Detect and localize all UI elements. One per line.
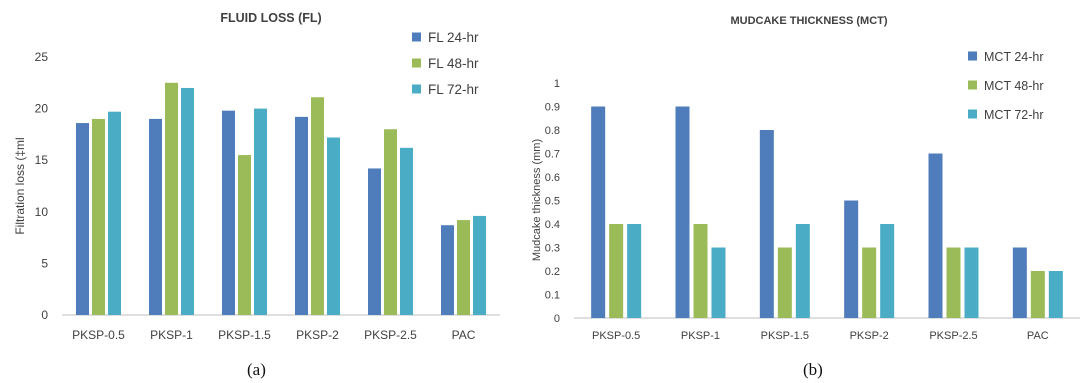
chart-title-b: MUDCAKE THICKNESS (MCT) (730, 15, 887, 27)
legend-label: MCT 48-hr (984, 79, 1044, 93)
y-tick-label: 0.9 (545, 102, 560, 114)
y-tick-label: 0.1 (545, 290, 560, 302)
bar (777, 247, 792, 318)
y-tick-label: 0.5 (545, 196, 560, 208)
legend-label: FL 72-hr (428, 82, 479, 97)
bar (400, 147, 413, 315)
y-tick-label: 0.8 (545, 125, 560, 137)
legend-label: MCT 72-hr (984, 108, 1044, 122)
bar (627, 224, 642, 318)
panel-label-b: (b) (803, 360, 823, 379)
bar (1048, 271, 1063, 318)
bar (181, 87, 194, 316)
chart-title-a: FLUID LOSS (FL) (220, 11, 321, 25)
y-tick-label: 25 (35, 50, 49, 64)
y-axis-label-b: Mudcake thickness (mm) (531, 139, 543, 261)
x-tick-label: PKSP-1 (150, 328, 193, 342)
bar (222, 110, 235, 315)
y-tick-label: 0.4 (545, 219, 560, 231)
x-tick-label: PAC (452, 328, 476, 342)
legend-label: FL 24-hr (428, 30, 479, 45)
bar (609, 224, 624, 318)
y-tick-label: 10 (35, 205, 49, 219)
x-tick-label: PKSP-2.5 (929, 330, 977, 342)
y-tick-label: 5 (41, 256, 48, 270)
x-tick-label: PKSP-2 (850, 330, 889, 342)
legend-swatch (968, 80, 977, 90)
bar (844, 200, 859, 318)
bar (1012, 247, 1027, 318)
x-tick-label: PKSP-2.5 (364, 328, 417, 342)
bar (441, 225, 454, 315)
bar (457, 220, 470, 315)
y-tick-label: 0.2 (545, 266, 560, 278)
bar (165, 82, 178, 315)
x-tick-label: PKSP-1.5 (761, 330, 809, 342)
legend-swatch (968, 51, 977, 61)
y-tick-label: 0.6 (545, 172, 560, 184)
bar (473, 215, 486, 315)
bar (238, 155, 251, 315)
bar (295, 116, 308, 315)
x-tick-label: PKSP-1.5 (218, 328, 271, 342)
y-tick-label: 15 (35, 153, 49, 167)
bar (946, 247, 961, 318)
x-tick-label: PKSP-1 (681, 330, 720, 342)
bar (327, 137, 340, 315)
bar (880, 224, 895, 318)
bar (368, 168, 381, 315)
y-tick-label: 0.3 (545, 243, 560, 255)
panel-label-a: (a) (247, 360, 266, 379)
bar (693, 224, 708, 318)
y-tick-label: 0.7 (545, 149, 560, 161)
bar (92, 118, 105, 315)
y-tick-label: 20 (35, 102, 49, 116)
x-tick-label: PKSP-0.5 (592, 330, 640, 342)
bar (76, 123, 89, 315)
y-tick-label: 0 (554, 313, 560, 325)
legend-label: MCT 24-hr (984, 50, 1044, 64)
legend-swatch (412, 32, 421, 42)
bar (384, 129, 397, 315)
bar (711, 247, 726, 318)
bar (1030, 271, 1045, 318)
bar (795, 224, 810, 318)
x-tick-label: PKSP-0.5 (72, 328, 125, 342)
y-tick-label: 1 (554, 78, 560, 90)
y-axis-label-a: Filtration loss (‡ml (13, 137, 27, 234)
bar (862, 247, 877, 318)
bar (964, 247, 979, 318)
bar (675, 106, 690, 318)
bar (591, 106, 606, 318)
bar (149, 118, 162, 315)
bar (254, 108, 267, 315)
bar (108, 111, 121, 315)
x-tick-label: PKSP-2 (296, 328, 339, 342)
legend-label: FL 48-hr (428, 56, 479, 71)
legend-swatch (968, 109, 977, 119)
bar (759, 130, 774, 318)
legend-swatch (412, 58, 421, 68)
bar (928, 153, 943, 318)
x-tick-label: PAC (1027, 330, 1049, 342)
y-tick-label: 0 (41, 308, 48, 322)
legend-swatch (412, 84, 421, 94)
bar (311, 97, 324, 315)
